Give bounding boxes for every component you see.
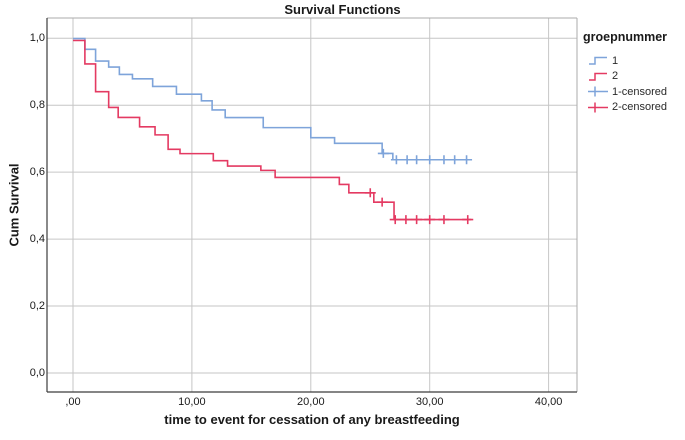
censor-mark-2 bbox=[411, 215, 423, 225]
censor-mark-1 bbox=[390, 155, 402, 165]
y-tick-label: 0,8 bbox=[29, 98, 45, 111]
censor-mark-1 bbox=[411, 155, 423, 165]
y-tick-label: 1,0 bbox=[29, 31, 45, 44]
legend-item-group-2-censored: 2-censored bbox=[588, 100, 667, 116]
chart-title: Survival Functions bbox=[284, 2, 401, 17]
legend-title: groepnummer bbox=[583, 30, 668, 44]
censor-mark-1 bbox=[424, 155, 436, 165]
y-tick-label: 0,0 bbox=[29, 366, 45, 379]
censor-mark-2 bbox=[400, 215, 412, 225]
censor-mark-2 bbox=[376, 197, 388, 207]
step-line-glyph-group-2 bbox=[589, 72, 607, 81]
legend-items: 1 2 1-censored 2-censored bbox=[588, 53, 667, 115]
x-tick-label: 20,00 bbox=[297, 396, 325, 408]
y-axis-title: Cum Survival bbox=[6, 163, 22, 247]
legend-item-label: 2-censored bbox=[612, 101, 668, 114]
legend-item-label: 2 bbox=[612, 70, 619, 83]
y-tick-label: 0,2 bbox=[29, 299, 45, 312]
censor-mark-2 bbox=[389, 215, 401, 225]
legend-item-label: 1-censored bbox=[612, 85, 668, 98]
x-axis-title: time to event for cessation of any breas… bbox=[164, 412, 460, 427]
x-tick-label: ,00 bbox=[65, 396, 81, 408]
x-tick-label: 40,00 bbox=[534, 396, 563, 408]
survival-step-curve-2 bbox=[73, 39, 472, 221]
y-tick-label: 0,4 bbox=[29, 232, 45, 245]
survival-curve-group-2 bbox=[73, 39, 474, 225]
censor-mark-1 bbox=[461, 155, 473, 165]
legend-item-label: 1 bbox=[612, 54, 619, 67]
x-tick-label: 30,00 bbox=[415, 396, 444, 408]
censor-mark-1 bbox=[377, 148, 389, 158]
legend-item-group-1-censored: 1-censored bbox=[588, 84, 667, 100]
x-tick-label: 10,00 bbox=[178, 396, 206, 408]
step-line-glyph-group-1 bbox=[589, 57, 607, 65]
survival-step-curve-1 bbox=[73, 37, 472, 161]
censor-mark-2 bbox=[424, 215, 436, 225]
legend: groepnummer 1 2 1-censored bbox=[583, 30, 667, 115]
censor-mark-1 bbox=[449, 155, 461, 165]
y-tick-label: 0,6 bbox=[29, 165, 45, 178]
legend-item-group-1: 1 bbox=[588, 53, 667, 69]
censor-mark-1 bbox=[401, 155, 413, 165]
censor-mark-2 bbox=[438, 215, 450, 225]
censor-mark-2 bbox=[462, 215, 474, 225]
censored-plus-glyph-group-2 bbox=[588, 102, 608, 113]
censored-plus-glyph-group-1 bbox=[588, 86, 608, 97]
legend-item-group-2: 2 bbox=[588, 69, 667, 85]
survival-curve-group-1 bbox=[73, 37, 473, 165]
censor-mark-1 bbox=[438, 155, 450, 165]
censor-mark-2 bbox=[364, 188, 376, 198]
